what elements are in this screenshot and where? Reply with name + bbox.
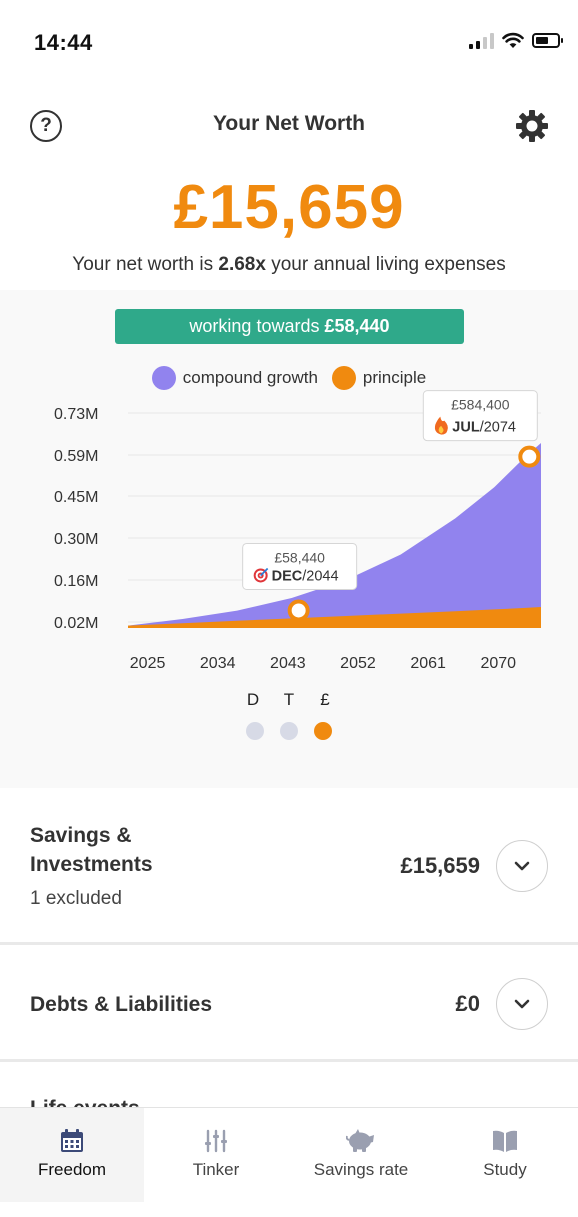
legend-swatch xyxy=(331,366,356,390)
target-icon xyxy=(253,567,269,583)
legend-label: principle xyxy=(362,368,427,387)
help-button[interactable]: ? xyxy=(30,110,62,142)
x-tick-label: 2070 xyxy=(480,655,516,672)
tab-label: Freedom xyxy=(37,1160,107,1179)
legend-item-compound-growth: compound growth xyxy=(151,366,318,390)
signal-icon xyxy=(469,32,494,49)
y-tick-label: 0.59M xyxy=(54,448,98,465)
tab-freedom[interactable]: Freedom xyxy=(0,1108,144,1202)
mode-dot-pound[interactable] xyxy=(314,722,332,740)
callout-date: DEC/2044 xyxy=(272,568,339,584)
chart-legend: compound growth principle xyxy=(0,366,578,390)
tab-study[interactable]: Study xyxy=(433,1108,577,1202)
fire-icon-inner xyxy=(438,426,444,434)
tab-bar: Freedom Tinker Savin xyxy=(0,1107,578,1217)
tab-label: Savings rate xyxy=(313,1160,409,1179)
x-tick-label: 2025 xyxy=(130,655,166,672)
milestone-callout: £584,400 JUL/2074 xyxy=(422,390,538,442)
debts-liabilities-section[interactable]: Debts & Liabilities £0 xyxy=(0,945,578,1060)
life-events-section-title[interactable]: Life events xyxy=(30,1097,140,1110)
callout-month: DEC xyxy=(272,568,303,584)
tab-label: Study xyxy=(483,1160,527,1179)
y-tick-label: 0.30M xyxy=(54,531,98,548)
callout-amount: £58,440 xyxy=(274,549,325,565)
target-value: £58,440 xyxy=(324,316,390,336)
fire-icon xyxy=(434,416,448,435)
x-tick-label: 2061 xyxy=(410,655,446,672)
header: ? Your Net Worth xyxy=(0,100,578,150)
callout-date: JUL/2074 xyxy=(452,420,516,436)
mode-dot-t[interactable] xyxy=(280,722,298,740)
savings-investments-section[interactable]: Savings & Investments 1 excluded £15,659 xyxy=(0,788,578,943)
status-icons xyxy=(469,32,563,49)
chevron-down-icon xyxy=(514,861,530,871)
y-tick-label: 0.45M xyxy=(54,489,98,506)
sliders-icon xyxy=(204,1128,228,1154)
mode-label-d[interactable]: D xyxy=(246,690,260,709)
legend-swatch xyxy=(151,366,176,390)
savings-amount: £15,659 xyxy=(400,853,480,878)
expand-savings-button[interactable] xyxy=(496,840,548,892)
callout-year: /2074 xyxy=(480,420,516,436)
chart-mode-dots xyxy=(0,722,578,740)
y-tick-label: 0.73M xyxy=(54,406,98,423)
area-compound-growth xyxy=(128,443,541,628)
mode-label-t[interactable]: T xyxy=(283,690,295,709)
piggy-bank-icon xyxy=(346,1128,376,1154)
section-title-line2: Investments xyxy=(30,853,153,876)
callout-year: /2044 xyxy=(302,568,338,584)
milestone-marker[interactable] xyxy=(518,445,541,468)
section-subtitle: 1 excluded xyxy=(30,888,122,909)
multiplier-value: 2.68x xyxy=(218,254,266,275)
x-tick-label: 2034 xyxy=(200,655,236,672)
mode-dot-d[interactable] xyxy=(246,722,264,740)
battery-icon xyxy=(532,33,563,48)
chart-panel: working towards £58,440 compound growth … xyxy=(0,290,578,788)
callout-month: JUL xyxy=(452,420,480,436)
section-title-line1: Savings & xyxy=(30,824,132,847)
x-tick-label: 2052 xyxy=(340,655,376,672)
y-tick-label: 0.16M xyxy=(54,573,98,590)
callout-box xyxy=(242,542,358,590)
wifi-icon xyxy=(502,32,524,48)
status-bar: 14:44 xyxy=(0,0,578,88)
target-banner: working towards £58,440 xyxy=(115,309,464,344)
chevron-down-icon xyxy=(514,999,530,1009)
section-title: Savings & Investments xyxy=(30,821,153,879)
page-title: Your Net Worth xyxy=(212,112,366,135)
milestone-marker[interactable] xyxy=(287,599,310,622)
section-title: Debts & Liabilities xyxy=(30,993,213,1016)
x-tick-label: 2043 xyxy=(270,655,306,672)
tab-tinker[interactable]: Tinker xyxy=(144,1108,288,1202)
chart-mode-labels: D T £ xyxy=(0,690,578,710)
legend-label: compound growth xyxy=(182,368,318,387)
net-worth-value: £15,659 xyxy=(173,173,405,242)
expand-debts-button[interactable] xyxy=(496,978,548,1030)
divider xyxy=(0,1059,578,1062)
calendar-icon xyxy=(60,1128,84,1154)
tab-savings-rate[interactable]: Savings rate xyxy=(289,1108,433,1202)
milestone-callout: £58,440 DEC/2044 xyxy=(242,542,358,590)
expenses-multiplier-text: Your net worth is 2.68x your annual livi… xyxy=(0,254,578,276)
callout-box xyxy=(422,390,538,442)
tab-label: Tinker xyxy=(192,1160,240,1179)
area-principle xyxy=(128,607,541,628)
status-time: 14:44 xyxy=(34,30,93,55)
debts-amount: £0 xyxy=(455,991,480,1016)
book-icon xyxy=(492,1128,518,1154)
callout-amount: £584,400 xyxy=(451,397,510,413)
multiplier-suffix: your annual living expenses xyxy=(271,254,506,275)
gear-icon[interactable] xyxy=(514,108,550,144)
net-worth-chart[interactable]: 0.73M 0.59M 0.45M 0.30M 0.16M 0.02M 2025 2034 20… xyxy=(0,390,578,680)
divider xyxy=(0,942,578,945)
target-label: working towards xyxy=(189,316,320,336)
legend-item-principle: principle xyxy=(331,366,427,390)
multiplier-prefix: Your net worth is xyxy=(72,254,214,275)
y-tick-label: 0.02M xyxy=(54,615,98,632)
mode-label-pound[interactable]: £ xyxy=(320,690,330,709)
